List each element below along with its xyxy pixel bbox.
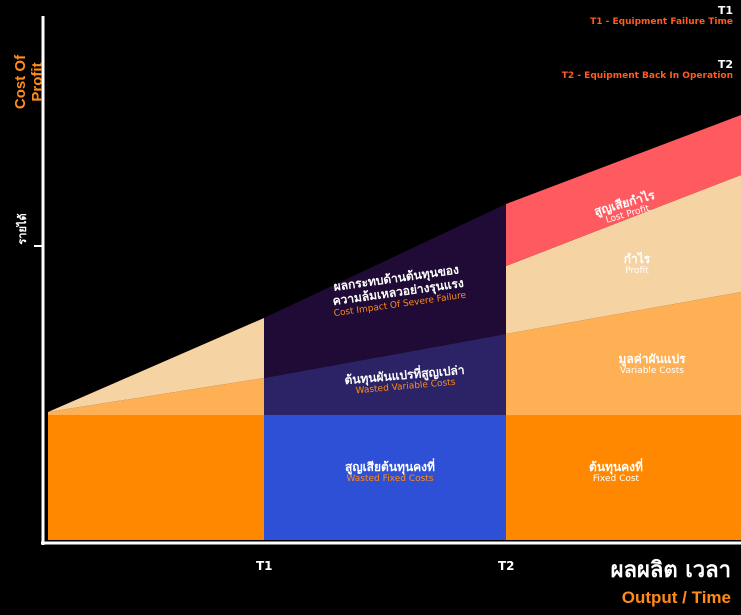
variable-costs-right-area bbox=[506, 292, 741, 415]
legend-t2: T2 T2 - Equipment Back In Operation bbox=[562, 58, 733, 81]
x-tick-t2: T2 bbox=[498, 559, 515, 573]
profit-label: กำไร Profit bbox=[537, 252, 737, 277]
x-tick-t1: T1 bbox=[256, 559, 273, 573]
legend-t1: T1 T1 - Equipment Failure Time bbox=[590, 4, 733, 27]
wasted-fixed-costs-area bbox=[264, 415, 506, 540]
profit-left-area bbox=[48, 318, 264, 412]
variable-costs-en: Variable Costs bbox=[620, 366, 684, 377]
profit-en: Profit bbox=[625, 266, 649, 277]
fixed-cost-th: ต้นทุนคงที่ bbox=[589, 460, 643, 474]
x-axis-title-en: Output / Time bbox=[621, 588, 731, 607]
profit-th: กำไร bbox=[623, 252, 651, 266]
variable-costs-th: มูลค่าผันแปร bbox=[618, 352, 686, 366]
fixed-cost-en: Fixed Cost bbox=[592, 474, 640, 485]
x-axis-title-th: ผลผลิต เวลา bbox=[610, 558, 731, 583]
y-axis-tick-label: รายได้ bbox=[16, 213, 29, 245]
legend-t2-text: T2 - Equipment Back In Operation bbox=[561, 71, 733, 81]
wasted-fixed-costs-th: สูญเสียต้นทุนคงที่ bbox=[345, 460, 435, 474]
wasted-fixed-costs-label: สูญเสียต้นทุนคงที่ Wasted Fixed Costs bbox=[290, 460, 490, 485]
variable-left-area bbox=[48, 378, 264, 415]
lost-profit-area bbox=[506, 115, 741, 266]
legend-t1-text: T1 - Equipment Failure Time bbox=[590, 17, 733, 27]
variable-costs-label: มูลค่าผันแปร Variable Costs bbox=[552, 352, 741, 377]
legend-t2-key: T2 bbox=[717, 58, 733, 71]
profit-right-area bbox=[506, 175, 741, 334]
wasted-variable-costs-area bbox=[264, 334, 506, 415]
legend-t1-key: T1 bbox=[717, 4, 733, 17]
severe-failure-impact-area bbox=[264, 204, 506, 378]
fixed-cost-left-area bbox=[48, 415, 264, 540]
wasted-fixed-costs-en: Wasted Fixed Costs bbox=[346, 474, 434, 485]
fixed-cost-label: ต้นทุนคงที่ Fixed Cost bbox=[516, 460, 716, 485]
y-axis-title: Cost Of Profit bbox=[12, 54, 46, 110]
fixed-cost-right-area bbox=[506, 415, 741, 540]
